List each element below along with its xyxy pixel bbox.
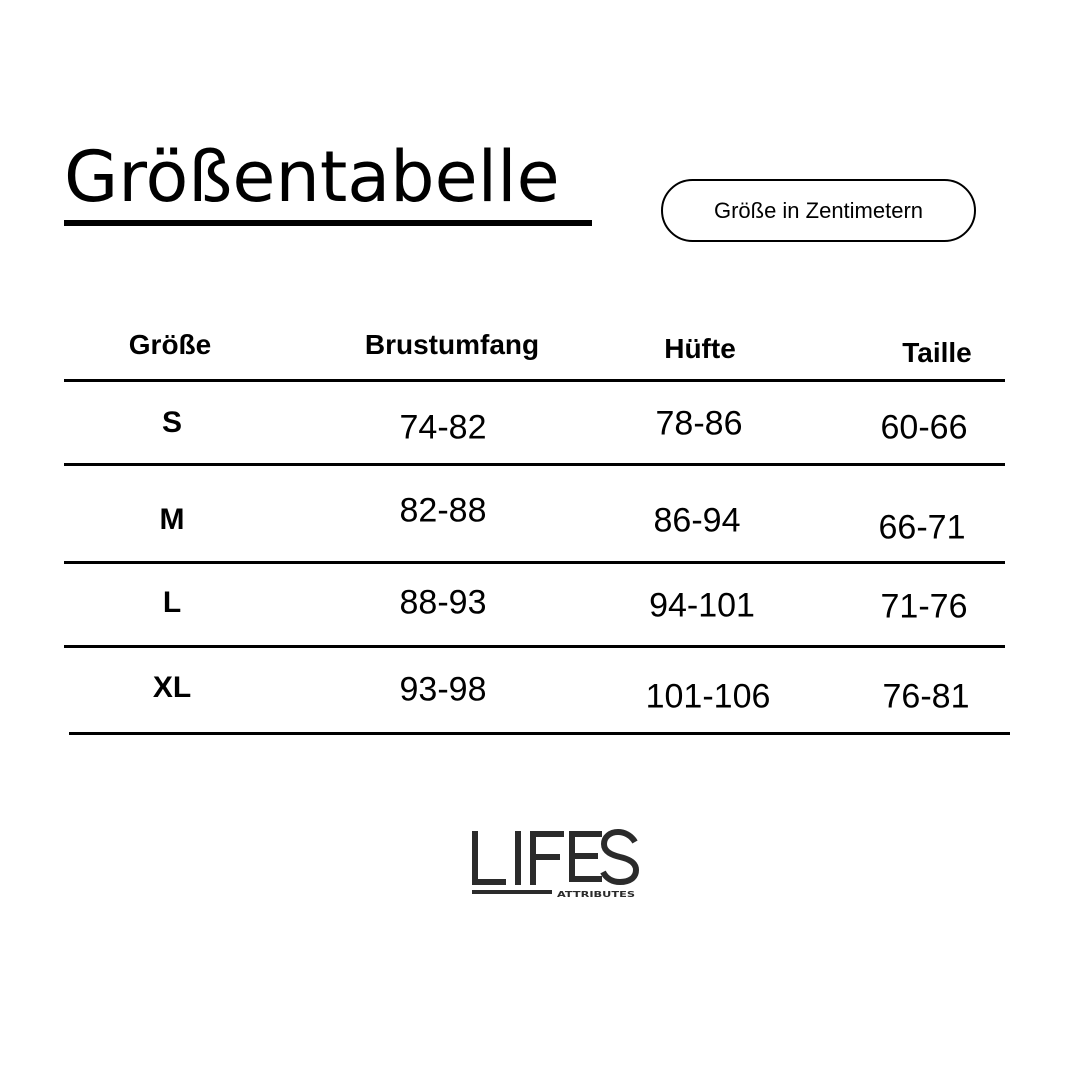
divider [64, 379, 1005, 382]
chest-cell: 74-82 [399, 408, 487, 447]
waist-cell: 71-76 [880, 587, 968, 626]
logo-bar [472, 890, 552, 894]
size-cell: M [159, 503, 185, 536]
waist-cell: 76-81 [882, 677, 970, 716]
hip-cell: 101-106 [645, 677, 771, 716]
chest-cell: 88-93 [399, 583, 487, 622]
waist-cell: 60-66 [880, 408, 968, 447]
size-cell: S [161, 406, 183, 439]
header-size: Größe [128, 329, 212, 360]
divider [64, 645, 1005, 648]
page-title: Größentabelle [64, 136, 560, 218]
hip-cell: 78-86 [655, 404, 743, 443]
lifes-logo: ATTRIBUTES [472, 828, 640, 899]
header-hip: Hüfte [664, 333, 736, 364]
divider [69, 732, 1010, 735]
hip-cell: 94-101 [649, 586, 755, 625]
header-waist: Taille [902, 337, 972, 368]
size-cell: L [162, 586, 182, 619]
lifes-logo-lettering [472, 828, 640, 886]
size-cell: XL [152, 671, 192, 704]
hip-cell: 86-94 [653, 501, 741, 540]
divider [64, 561, 1005, 564]
title-underline [64, 220, 592, 226]
chest-cell: 93-98 [399, 670, 487, 709]
logo-subtitle: ATTRIBUTES [557, 890, 635, 899]
divider [64, 463, 1005, 466]
header-chest: Brustumfang [364, 329, 540, 360]
chest-cell: 82-88 [399, 491, 487, 530]
unit-badge: Größe in Zentimetern [661, 179, 976, 242]
waist-cell: 66-71 [878, 508, 966, 547]
